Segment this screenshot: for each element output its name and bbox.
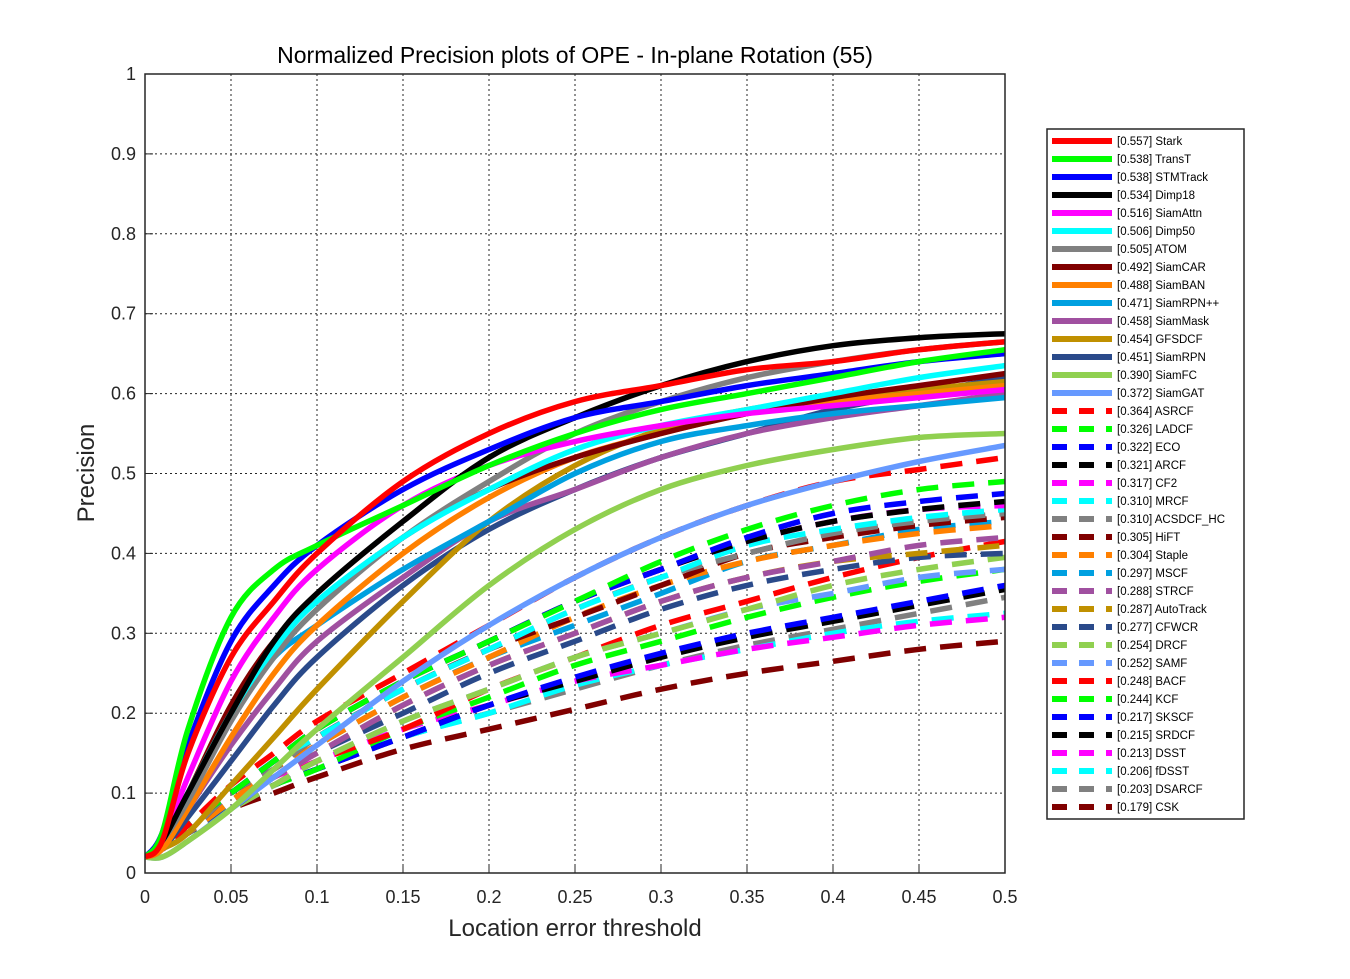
y-tick-label: 0.5 (111, 464, 136, 484)
legend-entry: [0.310] ACSDCF_HC (1117, 514, 1225, 526)
legend-entry: [0.506] Dimp50 (1117, 226, 1195, 238)
legend-entry: [0.310] MRCF (1117, 496, 1189, 508)
ticks: 0 0.05 0.1 0.15 0.2 0.25 0.3 0.35 0.4 0.45 0.5 0 0.1… (111, 64, 1018, 907)
legend-entry: [0.288] STRCF (1117, 586, 1194, 598)
legend-entry: [0.305] HiFT (1117, 532, 1180, 544)
y-tick-label: 0.8 (111, 224, 136, 244)
legend-entry: [0.254] DRCF (1117, 640, 1187, 652)
y-tick-label: 0.7 (111, 304, 136, 324)
series-line (145, 610, 1005, 860)
legend-entry: [0.505] ATOM (1117, 244, 1187, 256)
legend-entry: [0.488] SiamBAN (1117, 280, 1205, 292)
series-line (145, 582, 1005, 860)
x-tick-label: 0.4 (820, 887, 845, 907)
y-tick-label: 0 (126, 863, 136, 883)
x-tick-label: 0.25 (557, 887, 592, 907)
legend-entry: [0.534] Dimp18 (1117, 190, 1195, 202)
legend-entry: [0.454] GFSDCF (1117, 334, 1203, 346)
series-line (145, 522, 1005, 860)
legend-entry: [0.471] SiamRPN++ (1117, 298, 1220, 310)
x-axis-label: Location error threshold (448, 915, 701, 942)
series-line (145, 566, 1005, 860)
legend-entry: [0.390] SiamFC (1117, 370, 1197, 382)
legend-entry: [0.557] Stark (1117, 136, 1182, 148)
series-line (145, 566, 1005, 860)
legend-entry: [0.321] ARCF (1117, 460, 1186, 472)
y-tick-label: 0.6 (111, 384, 136, 404)
legend-entry: [0.372] SiamGAT (1117, 388, 1204, 400)
series-line (145, 346, 1005, 859)
series-line (145, 382, 1005, 860)
y-tick-label: 0.3 (111, 623, 136, 643)
legend-entry: [0.215] SRDCF (1117, 730, 1195, 742)
legend-entry: [0.244] KCF (1117, 694, 1178, 706)
legend-entry: [0.213] DSST (1117, 748, 1186, 760)
y-tick-label: 0.9 (111, 144, 136, 164)
y-tick-label: 0.1 (111, 783, 136, 803)
legend-entry: [0.492] SiamCAR (1117, 262, 1206, 274)
x-tick-label: 0.1 (304, 887, 329, 907)
legend-entry: [0.248] BACF (1117, 676, 1186, 688)
y-tick-label: 0.2 (111, 703, 136, 723)
y-tick-label: 1 (126, 64, 136, 84)
legend-entry: [0.451] SiamRPN (1117, 352, 1206, 364)
legend-entry: [0.217] SKSCF (1117, 712, 1194, 724)
x-tick-label: 0.5 (992, 887, 1017, 907)
legend-entry: [0.516] SiamAttn (1117, 208, 1202, 220)
series-line (145, 350, 1005, 859)
legend-entry: [0.458] SiamMask (1117, 316, 1209, 328)
series-line (145, 430, 1005, 861)
x-tick-label: 0.05 (213, 887, 248, 907)
x-tick-label: 0.2 (476, 887, 501, 907)
legend-entry: [0.252] SAMF (1117, 658, 1187, 670)
x-tick-label: 0 (140, 887, 150, 907)
legend-entry: [0.277] CFWCR (1117, 622, 1198, 634)
legend: [0.557] Stark [0.538] TransT [0.538] STMTr… (1046, 128, 1245, 820)
legend-entry: [0.206] fDSST (1117, 766, 1189, 778)
legend-box (1046, 128, 1245, 820)
legend-entry: [0.538] STMTrack (1117, 172, 1208, 184)
legend-entry: [0.364] ASRCF (1117, 406, 1194, 418)
series-group (145, 330, 1005, 861)
x-tick-label: 0.3 (648, 887, 673, 907)
legend-entry: [0.179] CSK (1117, 802, 1179, 814)
legend-entry: [0.203] DSARCF (1117, 784, 1203, 796)
x-tick-label: 0.35 (729, 887, 764, 907)
legend-entry: [0.538] TransT (1117, 154, 1191, 166)
legend-entry: [0.297] MSCF (1117, 568, 1188, 580)
chart-title: Normalized Precision plots of OPE - In-p… (277, 42, 873, 68)
x-tick-label: 0.45 (901, 887, 936, 907)
series-line (145, 638, 1005, 860)
legend-entry: [0.287] AutoTrack (1117, 604, 1207, 616)
legend-entry: [0.317] CF2 (1117, 478, 1177, 490)
legend-entry: [0.304] Staple (1117, 550, 1188, 562)
x-tick-label: 0.15 (385, 887, 420, 907)
series-line (145, 338, 1005, 860)
y-tick-label: 0.4 (111, 543, 136, 563)
legend-entry: [0.326] LADCF (1117, 424, 1193, 436)
y-axis-label: Precision (73, 424, 100, 523)
legend-entry: [0.322] ECO (1117, 442, 1180, 454)
